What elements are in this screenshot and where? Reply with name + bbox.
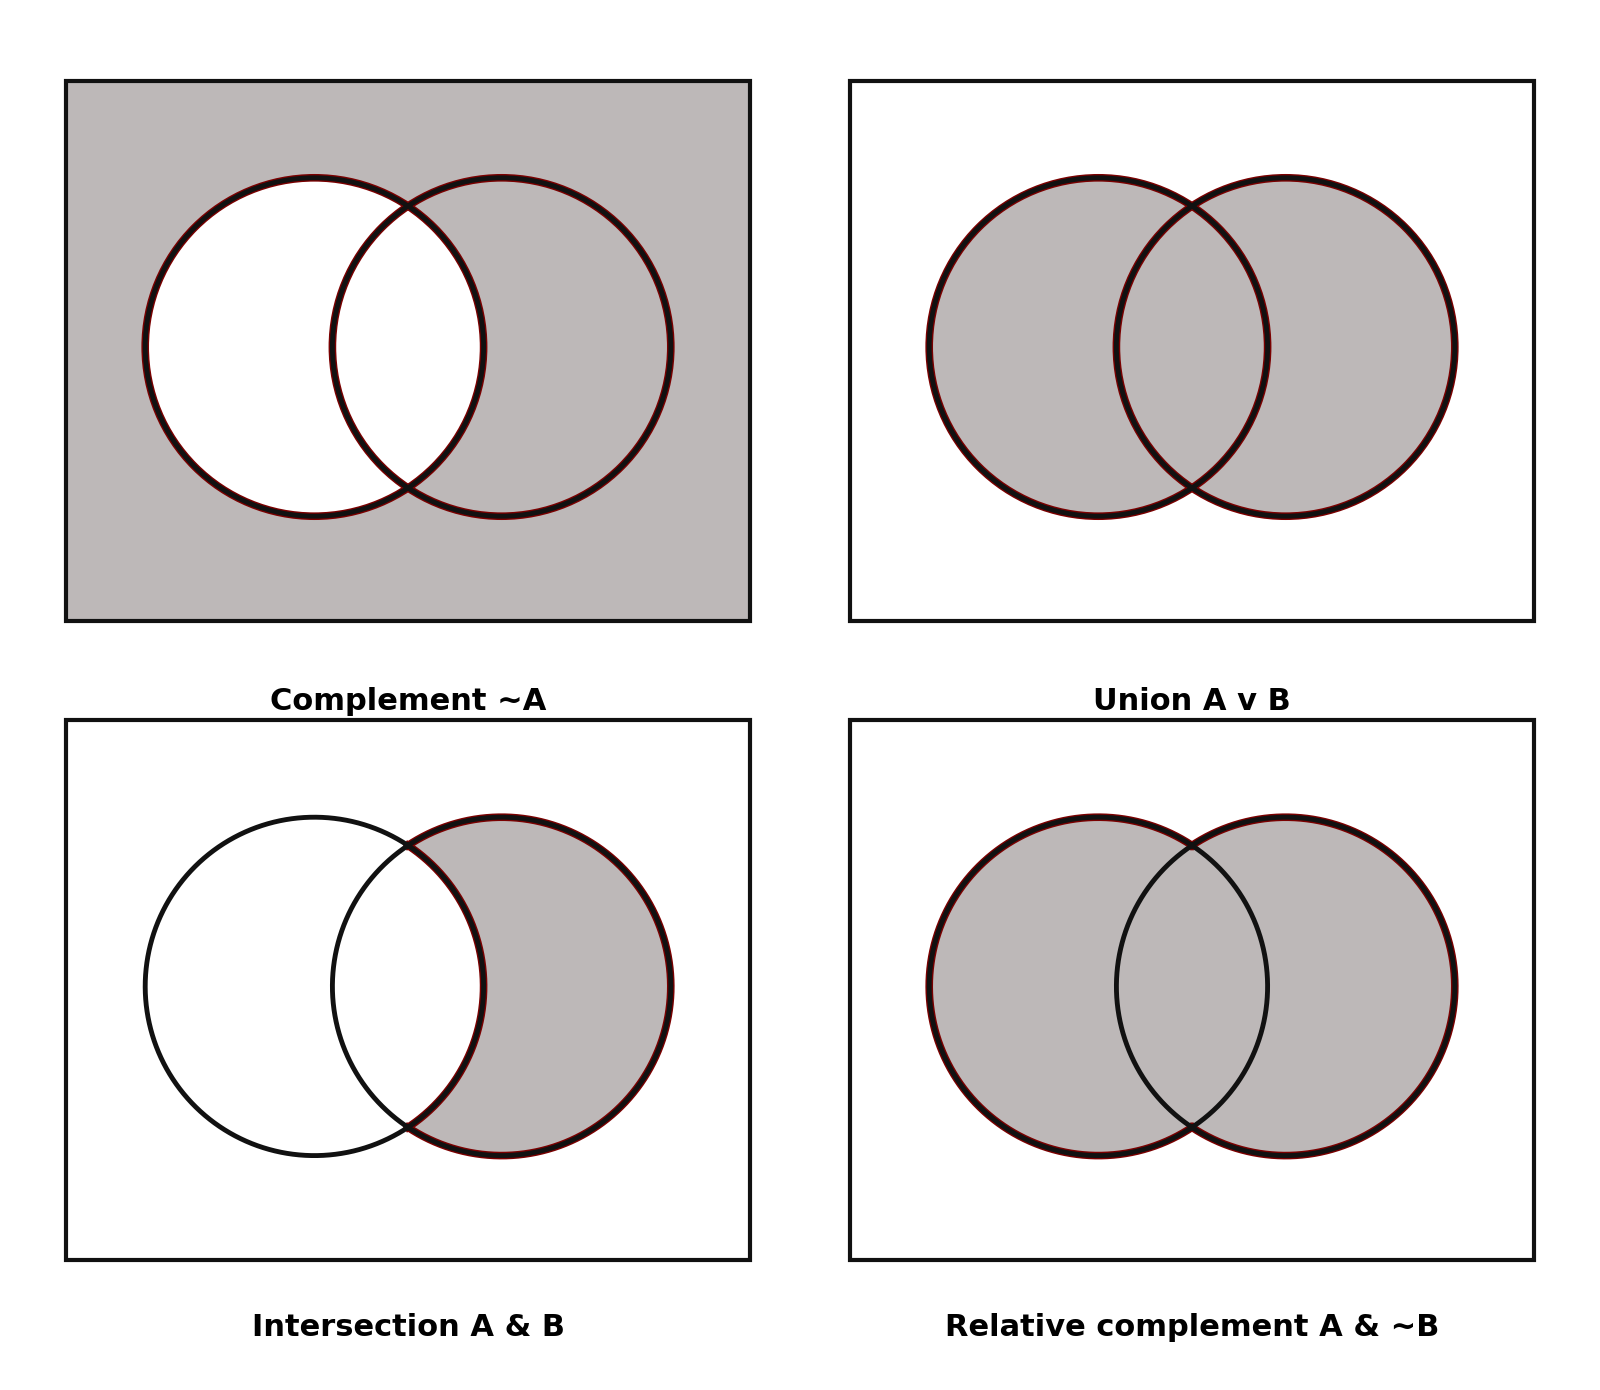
- Text: Intersection A & B: Intersection A & B: [251, 1314, 565, 1341]
- Polygon shape: [66, 81, 750, 620]
- Polygon shape: [66, 720, 750, 1259]
- Polygon shape: [850, 720, 1534, 1259]
- Polygon shape: [930, 178, 1267, 516]
- Polygon shape: [146, 178, 483, 516]
- Text: Relative complement A & ~B: Relative complement A & ~B: [946, 1314, 1438, 1341]
- Polygon shape: [408, 817, 670, 1155]
- Text: Union A v B: Union A v B: [1093, 688, 1291, 716]
- Polygon shape: [850, 81, 1534, 620]
- Polygon shape: [1117, 178, 1454, 516]
- Text: Complement ~A: Complement ~A: [270, 688, 546, 716]
- Polygon shape: [930, 817, 1454, 1155]
